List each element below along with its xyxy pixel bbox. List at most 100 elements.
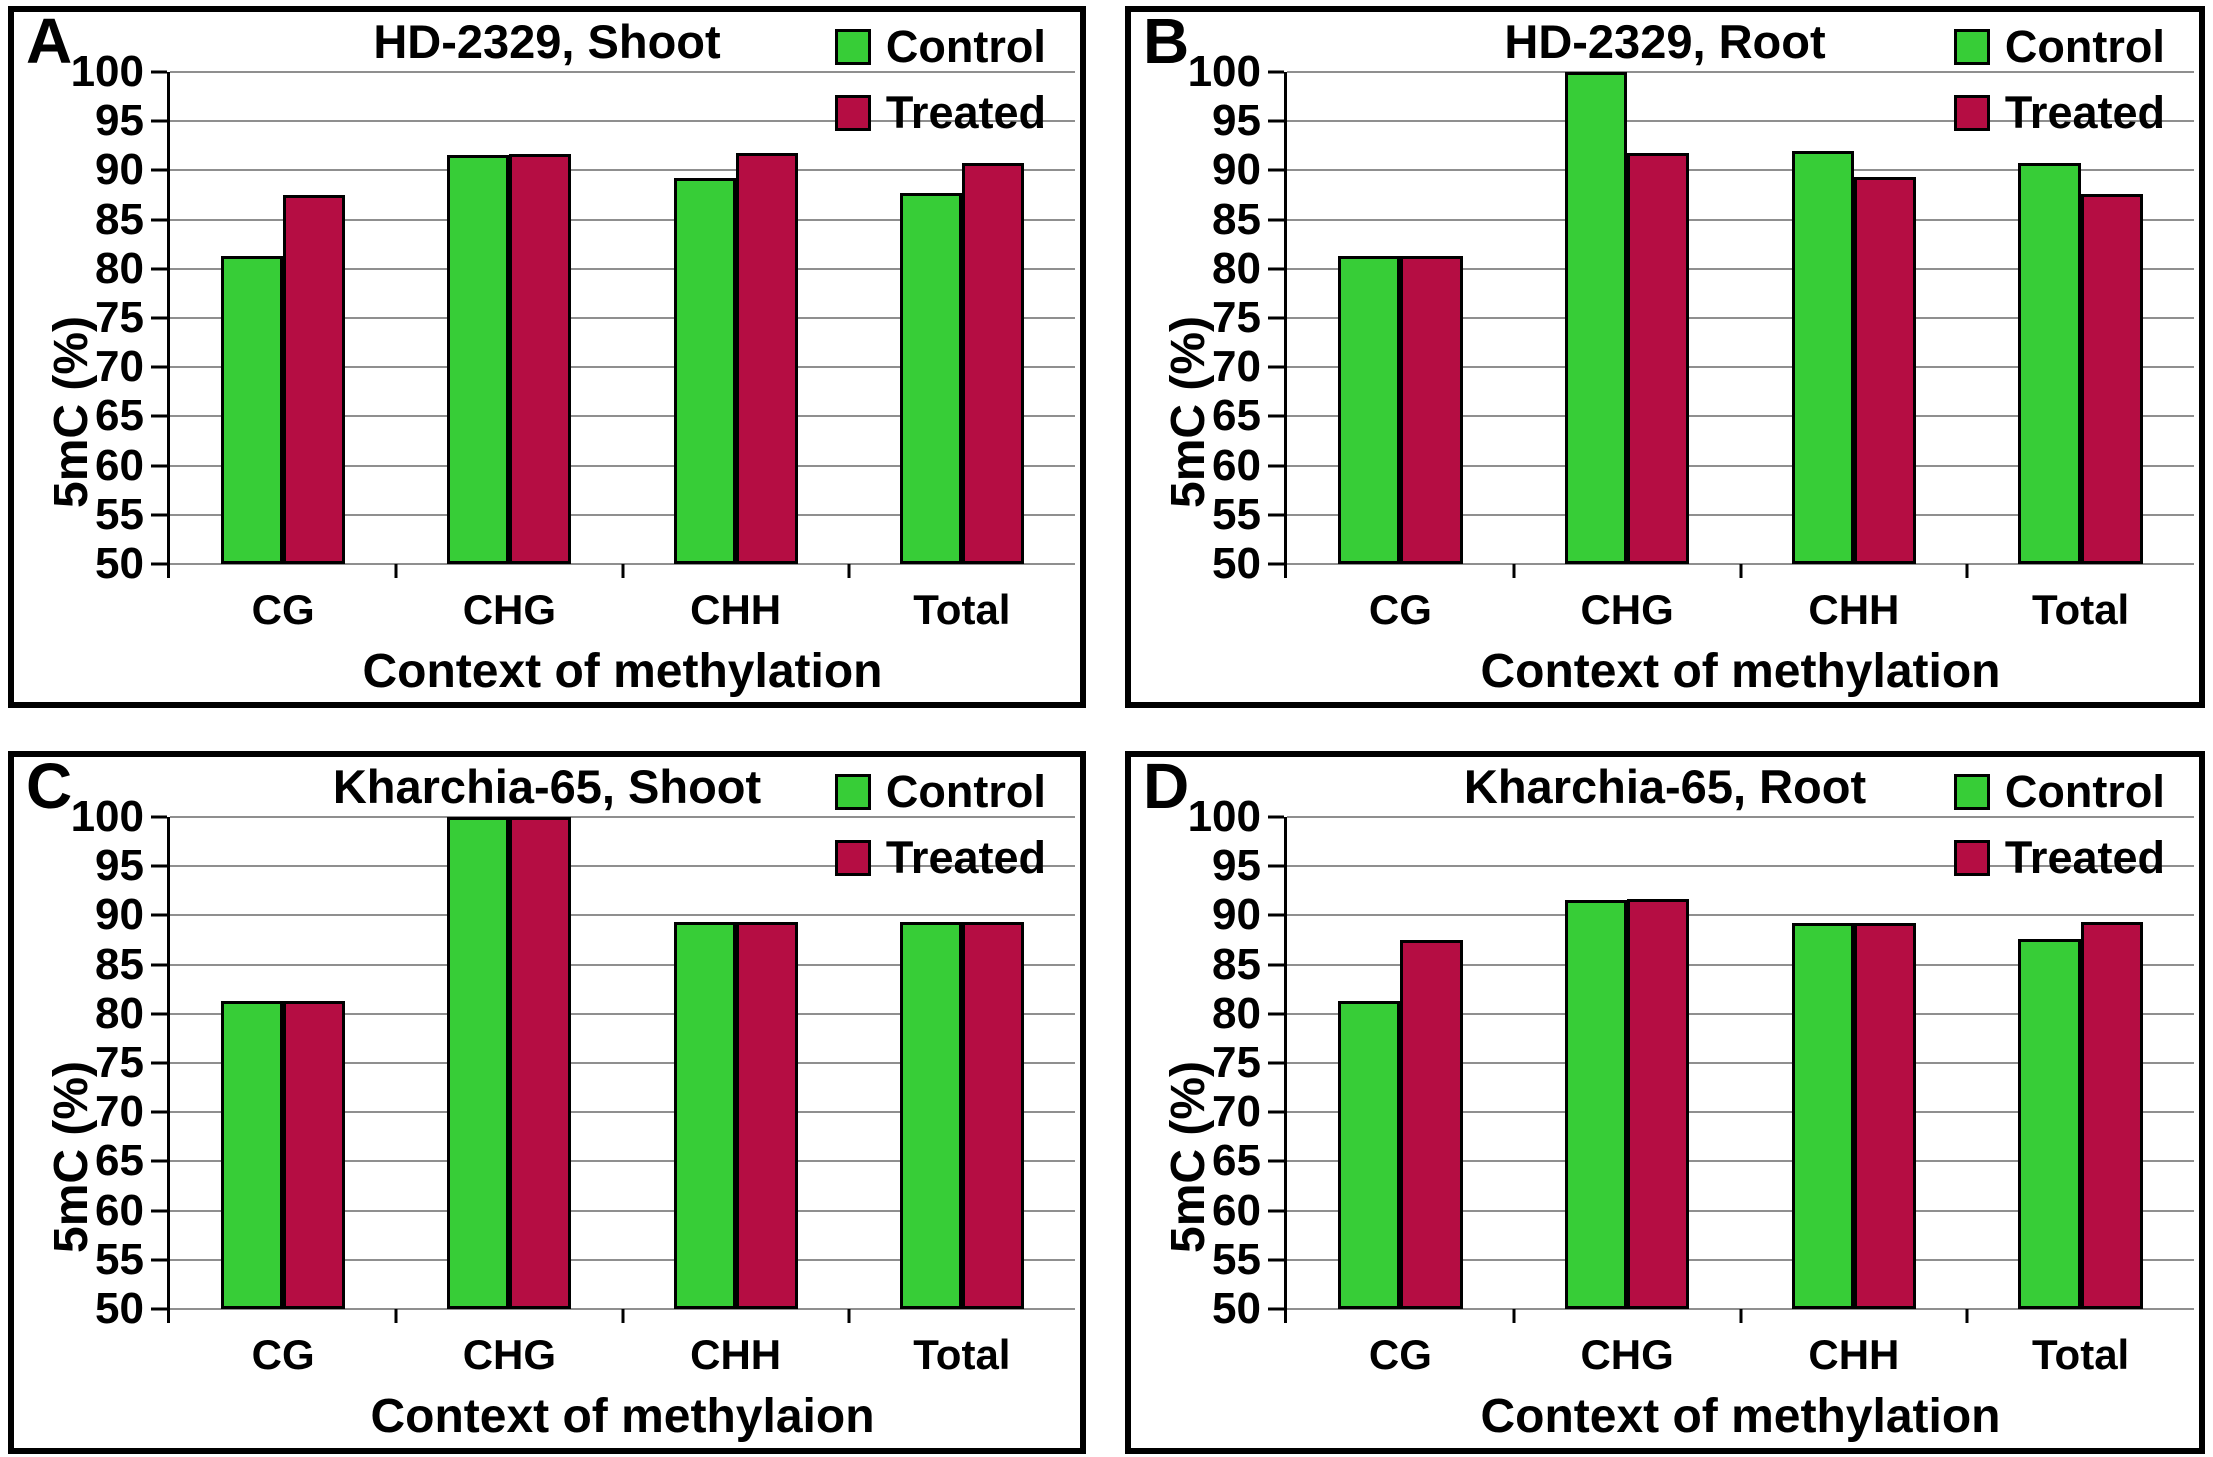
x-axis-label: Context of methylaion xyxy=(370,1390,875,1443)
legend: Control Treated xyxy=(1953,769,2165,883)
y-tick-mark xyxy=(151,864,167,868)
plot-area: Context of methylation 100 95 90 85 80 75 70 65… xyxy=(71,50,1075,698)
y-tick-mark xyxy=(151,1061,167,1065)
category-label-total: Total xyxy=(2032,586,2130,633)
y-tick-mark xyxy=(151,70,167,74)
y-tick-label: 95 xyxy=(95,841,144,891)
legend-control-label: Control xyxy=(885,766,1046,817)
bar-chg-control xyxy=(447,154,510,564)
y-tick-label: 60 xyxy=(95,440,144,490)
legend-control-swatch xyxy=(1953,774,1990,810)
x-axis-tick xyxy=(394,564,398,578)
gridline xyxy=(1287,865,2194,868)
y-tick-label: 65 xyxy=(95,1136,144,1186)
bar-total-treated xyxy=(961,922,1024,1309)
y-tick-label: 80 xyxy=(95,243,144,293)
bar-chh-control xyxy=(1791,150,1854,564)
y-axis-line xyxy=(167,817,170,1323)
y-tick-label: 55 xyxy=(1212,1234,1261,1284)
y-tick-mark xyxy=(1268,316,1284,320)
y-tick-label: 70 xyxy=(1212,342,1261,392)
y-tick-label: 95 xyxy=(1212,841,1261,891)
bar-total-control xyxy=(899,922,962,1309)
gridline xyxy=(1287,816,2194,818)
gridline xyxy=(170,914,1075,917)
y-axis-label: 5mC (%) xyxy=(1162,315,1215,509)
bar-chg-treated xyxy=(1627,898,1690,1309)
gridline xyxy=(1287,963,2194,966)
category-label-chh: CHH xyxy=(1808,586,1900,633)
bar-cg-control xyxy=(221,1001,284,1309)
gridline xyxy=(170,169,1075,172)
y-tick-mark xyxy=(151,513,167,517)
y-tick-label: 60 xyxy=(95,1185,144,1235)
y-tick-mark xyxy=(1268,1159,1284,1163)
category-label-chg: CHG xyxy=(1580,586,1674,633)
y-tick-label: 85 xyxy=(1212,194,1261,244)
bar-chg-control xyxy=(447,817,510,1309)
category-label-chg: CHG xyxy=(1580,1331,1674,1378)
legend: Control Treated xyxy=(834,24,1046,136)
bar-chh-control xyxy=(673,178,736,564)
legend-item-treated: Treated xyxy=(1953,832,2165,883)
y-tick-mark xyxy=(151,562,167,566)
gridline xyxy=(1287,1012,2194,1015)
y-tick-label: 95 xyxy=(1212,96,1261,146)
legend-control-swatch xyxy=(834,29,871,65)
category-label-chh: CHH xyxy=(690,586,782,633)
bar-cg-control xyxy=(221,256,284,564)
y-tick-mark xyxy=(151,218,167,222)
category-label-chg: CHG xyxy=(462,1331,557,1378)
legend-treated-swatch xyxy=(834,840,871,876)
category-label-cg: CG xyxy=(1368,1331,1432,1378)
panel-letter: A xyxy=(26,5,73,77)
gridline xyxy=(170,513,1075,516)
y-tick-mark xyxy=(151,1110,167,1114)
y-tick-mark xyxy=(151,1258,167,1262)
y-tick-label: 75 xyxy=(1212,293,1261,342)
gridline xyxy=(170,1209,1075,1212)
gridline xyxy=(1287,1062,2194,1064)
y-tick-label: 85 xyxy=(95,194,144,244)
category-label-total: Total xyxy=(913,586,1011,633)
y-tick-mark xyxy=(1268,464,1284,468)
legend-treated-label: Treated xyxy=(2004,832,2165,883)
y-tick-label: 75 xyxy=(95,1038,144,1087)
y-tick-label: 50 xyxy=(1212,1284,1261,1333)
bar-total-treated xyxy=(961,162,1024,564)
gridline xyxy=(1287,169,2194,172)
y-tick-mark xyxy=(1268,562,1284,566)
y-tick-label: 50 xyxy=(95,1284,144,1333)
y-axis-label: 5mC (%) xyxy=(45,315,98,509)
legend-item-control: Control xyxy=(834,24,1046,70)
y-axis-line xyxy=(1284,817,1287,1323)
y-tick-mark xyxy=(1268,1061,1284,1065)
y-tick-mark xyxy=(151,963,167,967)
y-tick-mark xyxy=(1268,70,1284,74)
gridline xyxy=(170,366,1075,369)
y-tick-mark xyxy=(151,365,167,369)
y-tick-label: 55 xyxy=(95,1234,144,1284)
bar-chh-treated xyxy=(735,922,798,1309)
category-label-total: Total xyxy=(913,1331,1011,1378)
panel-letter: B xyxy=(1143,5,1190,77)
y-tick-label: 65 xyxy=(1212,1136,1261,1186)
y-tick-mark xyxy=(151,1159,167,1163)
plot-area: Context of methylaion 100 95 90 85 80 75 70 65 6… xyxy=(71,795,1075,1443)
y-tick-label: 90 xyxy=(1212,890,1261,940)
bar-total-control xyxy=(899,193,962,564)
gridline xyxy=(1287,71,2194,73)
y-tick-mark xyxy=(151,913,167,917)
x-axis-tick xyxy=(1739,1309,1742,1323)
legend-treated-label: Treated xyxy=(885,832,1046,883)
x-axis-tick xyxy=(847,1309,851,1323)
gridline xyxy=(1287,914,2194,917)
y-tick-label: 60 xyxy=(1212,1185,1261,1235)
panel-letter: D xyxy=(1143,750,1190,822)
category-label-cg: CG xyxy=(251,1331,315,1378)
y-tick-label: 70 xyxy=(95,342,144,392)
y-tick-mark xyxy=(1268,414,1284,418)
x-axis-tick xyxy=(1512,564,1516,578)
legend-item-control: Control xyxy=(1953,769,2165,815)
